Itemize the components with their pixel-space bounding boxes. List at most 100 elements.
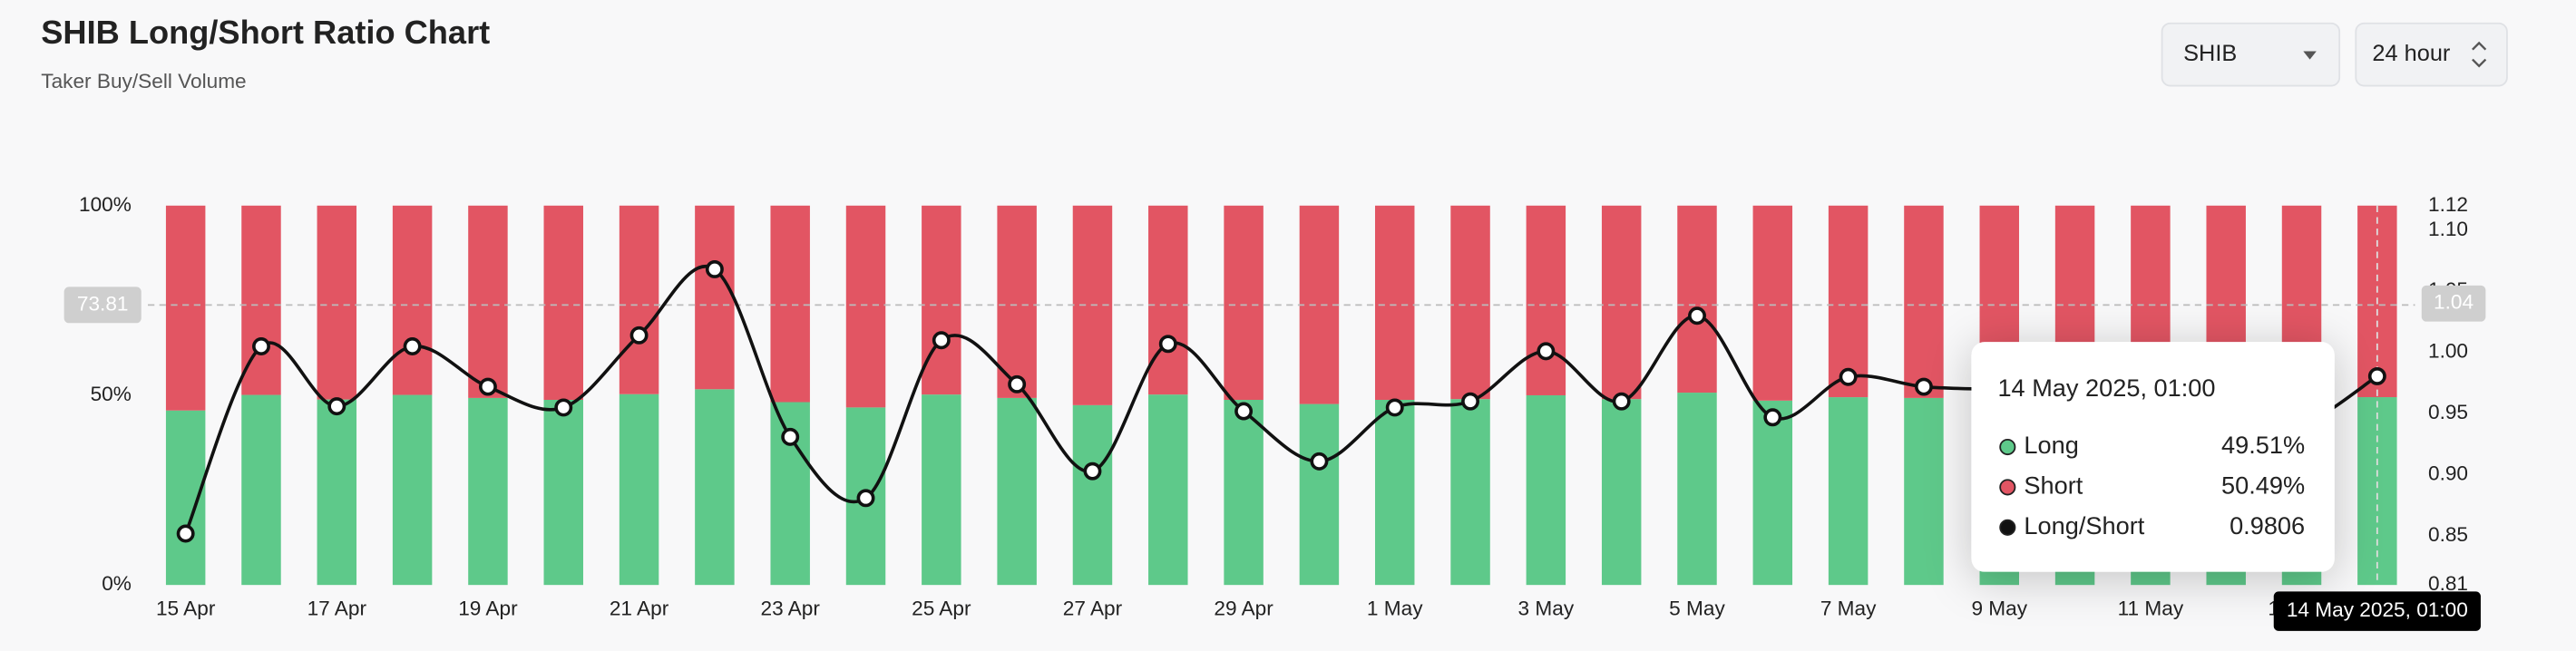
bar-segment: [1450, 205, 1490, 400]
ratio-point: [403, 337, 422, 355]
page-subtitle: Taker Buy/Sell Volume: [41, 70, 246, 92]
tooltip-series-name: Long: [2024, 431, 2078, 459]
bar-segment: [619, 394, 659, 586]
bar-segment: [997, 205, 1037, 398]
bar-segment: [1752, 400, 1793, 586]
bar-segment: [997, 397, 1037, 586]
bar-segment: [392, 205, 433, 395]
page-title: SHIB Long/Short Ratio Chart: [41, 14, 490, 51]
x-tick-label: 15 Apr: [156, 597, 216, 619]
tooltip-box: [1971, 342, 2335, 572]
bar-segment: [1299, 403, 1340, 586]
bar-segment: [1904, 397, 1944, 586]
ratio-point: [327, 397, 346, 416]
bar-segment: [468, 397, 508, 586]
ratio-line: [183, 265, 2378, 535]
bar-segment: [619, 205, 659, 394]
y2-tick-label: 1.00: [2428, 340, 2468, 363]
ratio-point: [1008, 374, 1027, 394]
y-tick-label: 100%: [79, 193, 132, 216]
bar-segment: [1148, 205, 1188, 395]
crosshair-x-label: 14 May 2025, 01:00: [2287, 598, 2468, 621]
plot: 0%50%100%0.810.850.900.951.001.051.101.1…: [63, 193, 2486, 631]
x-tick-label: 23 Apr: [760, 597, 820, 619]
ratio-point: [856, 489, 875, 508]
ratio-point: [1537, 342, 1556, 361]
bar-segment: [317, 205, 357, 400]
dropdown-arrows: [2472, 41, 2487, 68]
ratio-point: [1083, 462, 1102, 481]
crosshair-x-badge: [2273, 591, 2481, 631]
x-tick-label: 9 May: [1971, 597, 2027, 619]
tooltip-swatch: [1999, 479, 2016, 496]
x-tick-label: 7 May: [1820, 597, 1877, 619]
y2-tick-label: 1.10: [2428, 218, 2468, 240]
bar-segment: [543, 399, 583, 586]
bar-segment: [165, 205, 206, 411]
ratio-point: [1385, 398, 1404, 417]
x-tick-label: 11 May: [2118, 597, 2184, 619]
ratio-point: [629, 326, 649, 345]
ratio-point: [478, 377, 497, 396]
x-tick-label: 5 May: [1669, 597, 1725, 619]
tooltip-title: 14 May 2025, 01:00: [1997, 374, 2215, 402]
tooltip-swatch: [1999, 438, 2016, 456]
y-tick-label: 0%: [102, 572, 132, 595]
y2-tick-label: 1.12: [2428, 193, 2468, 216]
y2-tick-label: 0.95: [2428, 401, 2468, 423]
tooltip-series-name: Long/Short: [2024, 511, 2144, 539]
ratio-point: [932, 331, 951, 350]
tooltip-series-value: 0.9806: [2230, 511, 2305, 539]
bar-segment: [1601, 205, 1642, 400]
tooltip-series-name: Short: [2024, 471, 2083, 500]
x-tick-label: 1 May: [1367, 597, 1423, 619]
bar-segment: [1904, 205, 1944, 398]
tooltip: 14 May 2025, 01:00 Long 49.51% Short 50.49% L…: [1971, 342, 2335, 572]
ratio-point: [1914, 377, 1933, 396]
y2-tick-label: 0.85: [2428, 523, 2468, 546]
bar-segment: [543, 205, 583, 400]
x-tick-label: 29 Apr: [1214, 597, 1273, 619]
ratio-point: [1158, 335, 1177, 354]
ratio-point: [252, 337, 270, 355]
x-tick-label: 25 Apr: [912, 597, 971, 619]
bar-segment: [695, 389, 735, 586]
x-tick-label: 3 May: [1518, 597, 1575, 619]
symbol-dropdown[interactable]: SHIB: [2161, 22, 2341, 87]
dropdown-value[interactable]: 24 hour: [2372, 41, 2451, 66]
crosshair-y2-badge: [2421, 285, 2486, 322]
bar-segment: [241, 394, 281, 586]
dropdown-value[interactable]: SHIB: [2183, 41, 2237, 66]
crosshair-y-label: 73.81: [77, 292, 129, 315]
ratio-point: [1310, 452, 1329, 471]
x-tick-label: 19 Apr: [458, 597, 518, 619]
interval-dropdown[interactable]: 24 hour: [2355, 22, 2508, 87]
bar-segment: [1752, 205, 1793, 401]
bar-segment: [1224, 399, 1264, 586]
bar-segment: [1677, 393, 1717, 586]
x-tick-label: 21 Apr: [610, 597, 669, 619]
bar-segment: [1148, 394, 1188, 586]
bar-segment: [922, 394, 961, 586]
dropdown-caret: [2303, 51, 2317, 60]
bar-segment: [1677, 205, 1717, 394]
dropdown-box[interactable]: [2161, 22, 2341, 87]
ratio-point: [705, 260, 724, 278]
bar-segment: [695, 205, 735, 390]
ratio-point: [1234, 402, 1254, 421]
bar-segment: [1072, 404, 1113, 586]
ratio-point: [781, 427, 800, 446]
ratio-point: [176, 524, 195, 543]
bar-segment: [1828, 397, 1869, 586]
ratio-point: [554, 398, 573, 417]
ratio-point: [2367, 366, 2386, 385]
crosshair-y-badge: [63, 287, 141, 324]
bar-segment: [1224, 205, 1264, 400]
x-tick-label: 17 Apr: [307, 597, 367, 619]
ratio-point: [1612, 392, 1631, 411]
tooltip-series-value: 49.51%: [2221, 431, 2305, 459]
ratio-point: [1839, 367, 1858, 386]
bar-segment: [1374, 399, 1415, 586]
dropdown-box[interactable]: [2355, 22, 2508, 87]
